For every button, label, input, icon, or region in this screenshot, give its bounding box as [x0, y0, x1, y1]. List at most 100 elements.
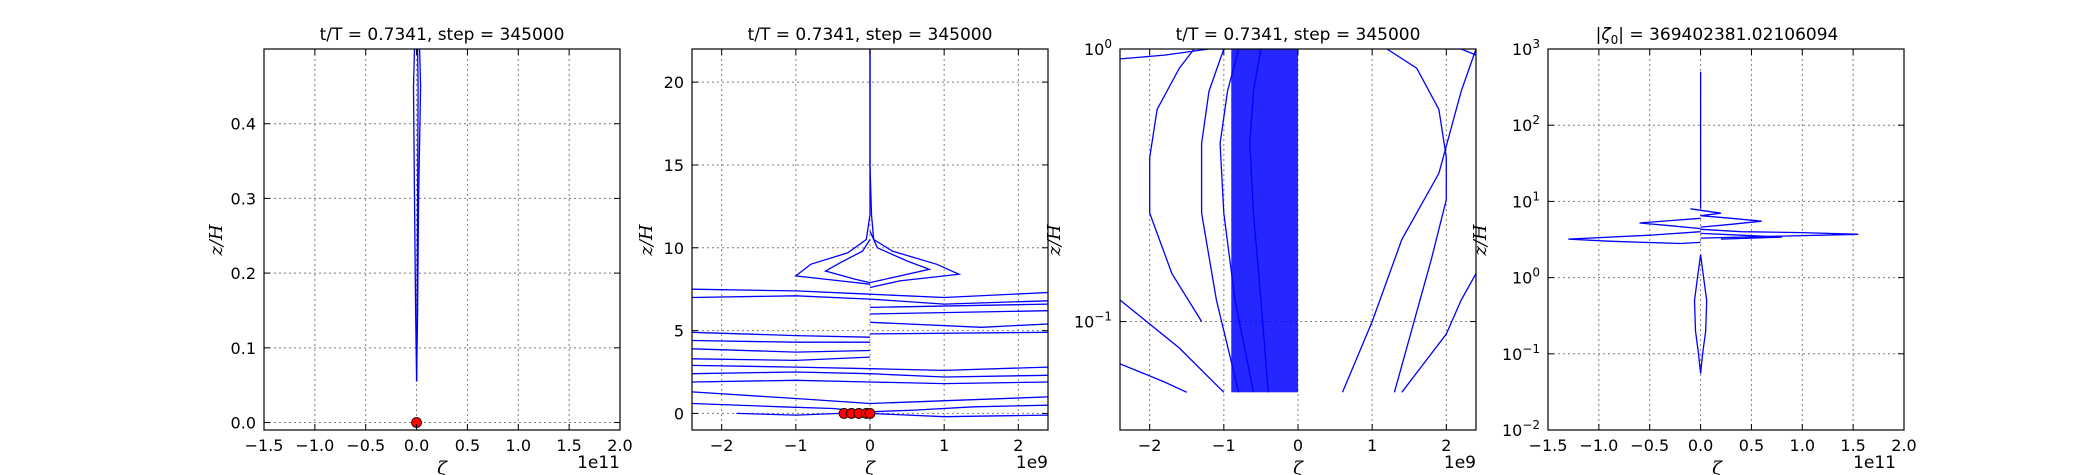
- subplot-2-x-tick-label: −2: [710, 436, 734, 455]
- subplot-1-x-tick-label: −0.5: [346, 436, 385, 455]
- subplot-2-profile-line: [692, 288, 1048, 299]
- subplot-4-profile-line: [1690, 208, 1721, 217]
- subplot-1-profile-line: [412, 49, 418, 382]
- subplot-3-title: t/T = 0.7341, step = 345000: [1176, 25, 1421, 45]
- subplot-3-profile-line: [1219, 49, 1255, 393]
- subplot-1-plot-area: [412, 49, 422, 382]
- subplot-3-x-tick-label: 1: [1367, 436, 1377, 455]
- subplot-3-profile-line: [1401, 273, 1476, 393]
- subplot-1-x-offset: 1e11: [577, 453, 620, 473]
- subplot-4-x-tick-label: 1.5: [1840, 436, 1865, 455]
- subplot-2-profile-line: [692, 364, 1048, 372]
- subplot-4-y-tick-label: 10−2: [1502, 418, 1540, 440]
- subplot-3-x-tick-label: 0: [1293, 436, 1303, 455]
- subplot-1-y-tick-label: 0.1: [231, 339, 256, 358]
- subplot-4-x-tick-label: −1.5: [1529, 436, 1568, 455]
- subplot-1-frame: [263, 48, 621, 431]
- subplot-4-plot-area: [1568, 71, 1859, 374]
- subplot-4-profile-line: [1700, 232, 1782, 240]
- subplot-1: t/T = 0.7341, step = 345000 ζ z/H 1e11 −…: [206, 25, 633, 475]
- subplot-2-title: t/T = 0.7341, step = 345000: [748, 25, 993, 45]
- subplot-1-x-tick-label: −1.5: [245, 436, 284, 455]
- subplot-1-x-tick-label: 0.5: [455, 436, 480, 455]
- subplot-1-y-tick-label: 0.4: [231, 115, 256, 134]
- subplot-2-y-tick-label: 15: [664, 156, 684, 175]
- subplot-3-xlabel: ζ: [1293, 458, 1304, 475]
- subplot-4-x-tick-label: −0.5: [1630, 436, 1669, 455]
- subplot-2-x-tick-label: −1: [784, 436, 808, 455]
- subplot-2-profile-line: [869, 412, 1048, 418]
- subplot-1-x-tick-label: 0.0: [404, 436, 429, 455]
- subplot-3-profile-line: [1200, 49, 1240, 393]
- subplot-1-y-tick-label: 0.0: [231, 414, 256, 433]
- subplot-2-profile-line: [692, 391, 1048, 405]
- subplot-2-profile-line: [869, 230, 932, 284]
- subplot-1-x-tick-label: 2.0: [607, 436, 632, 455]
- subplot-4-ylabel: z/H: [1470, 224, 1491, 257]
- subplot-2-x-tick-label: 0: [865, 436, 875, 455]
- subplot-3-x-tick-label: −1: [1212, 436, 1236, 455]
- subplot-4-x-tick-label: 1.0: [1790, 436, 1815, 455]
- subplot-2-profile-line: [823, 239, 871, 284]
- subplot-2-profile-line: [869, 49, 962, 289]
- subplot-4-xlabel: ζ: [1712, 458, 1723, 475]
- subplot-4-profile-line: [1699, 254, 1708, 374]
- subplot-3-profile-line: [1120, 299, 1225, 393]
- subplot-3: t/T = 0.7341, step = 345000 ζ z/H 1e9 −2…: [1044, 25, 1477, 475]
- subplot-1-x-tick-label: 1.5: [556, 436, 581, 455]
- subplot-4-y-tick-label: 101: [1512, 189, 1540, 211]
- subplot-2-y-tick-label: 20: [664, 73, 684, 92]
- subplot-1-x-tick-label: 1.0: [506, 436, 531, 455]
- subplot-2-plot-area: [692, 49, 1048, 418]
- subplot-1-xlabel: ζ: [437, 458, 448, 475]
- subplot-2-profile-line: [692, 295, 1048, 305]
- subplot-3-x-tick-label: 2: [1441, 436, 1451, 455]
- subplot-2-x-tick-label: 1: [939, 436, 949, 455]
- subplot-2-x-offset: 1e9: [1016, 453, 1048, 473]
- subplot-4-profile-line: [1700, 215, 1762, 228]
- subplot-2-profile-line: [794, 49, 871, 285]
- subplot-1-ylabel: z/H: [206, 224, 227, 257]
- subplot-4-x-tick-label: 2.0: [1891, 436, 1916, 455]
- subplot-4-x-offset: 1e11: [1853, 453, 1896, 473]
- subplot-2: t/T = 0.7341, step = 345000 ζ z/H 1e9 −2…: [636, 25, 1049, 475]
- subplot-2-xlabel: ζ: [865, 458, 876, 475]
- subplot-4-title: |ζ0| = 369402381.02106094: [1596, 25, 1839, 47]
- subplot-2-y-tick-label: 10: [664, 239, 684, 258]
- subplot-4-x-tick-label: 0.0: [1688, 436, 1713, 455]
- subplot-2-x-tick-label: 2: [1013, 436, 1023, 455]
- subplot-2-profile-line: [692, 371, 1048, 378]
- subplot-4-y-tick-label: 100: [1512, 266, 1540, 288]
- subplot-4-profile-line: [1693, 254, 1702, 374]
- subplot-2-y-tick-label: 5: [674, 322, 684, 341]
- subplot-3-profile-line: [1120, 49, 1232, 60]
- subplot-3-y-tick-label: 10−1: [1074, 310, 1112, 332]
- subplot-4-profile-line: [1568, 231, 1701, 245]
- subplot-3-x-tick-label: −2: [1138, 436, 1162, 455]
- subplot-3-profile-line: [1249, 49, 1269, 393]
- subplot-2-profile-line: [692, 379, 1048, 385]
- subplot-1-profile-line: [415, 49, 419, 382]
- subplot-3-profile-line: [1446, 49, 1476, 56]
- subplot-1-x-tick-label: −1.0: [295, 436, 334, 455]
- subplot-2-profile-line: [692, 356, 871, 362]
- subplot-1-y-tick-label: 0.3: [231, 189, 256, 208]
- subplot-2-profile-line: [869, 331, 1048, 335]
- subplot-4-profile-line: [1639, 217, 1701, 230]
- subplot-1-title: t/T = 0.7341, step = 345000: [320, 25, 565, 45]
- subplot-3-profile-line: [1149, 49, 1203, 322]
- subplot-4-y-tick-label: 102: [1512, 113, 1540, 135]
- subplot-2-profile-line: [692, 339, 870, 343]
- subplot-2-profile-line: [869, 303, 1048, 309]
- subplot-3-profile-line: [1386, 49, 1447, 393]
- subplot-2-profile-line: [692, 348, 871, 353]
- subplot-3-x-offset: 1e9: [1444, 453, 1476, 473]
- subplot-4-y-tick-label: 10−1: [1502, 342, 1540, 364]
- subplot-2-profile-line: [869, 310, 1048, 315]
- subplot-2-marker: [864, 408, 876, 419]
- subplot-4-x-tick-label: −1.0: [1579, 436, 1618, 455]
- subplot-2-ylabel: z/H: [636, 224, 657, 257]
- subplot-4-y-tick-label: 103: [1512, 37, 1540, 59]
- subplot-2-profile-line: [869, 321, 1048, 328]
